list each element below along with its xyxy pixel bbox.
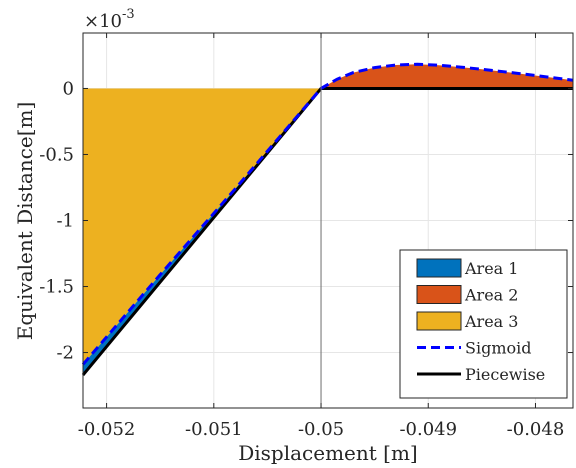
- y-tick-label-3: -1.5: [39, 277, 74, 298]
- y-tick-label-2: -1: [56, 211, 74, 232]
- y-ticks: 0 -0.5 -1 -1.5 -2: [39, 78, 573, 364]
- legend-swatch-area-2: [416, 285, 462, 304]
- y-exponent-label: ×10-3: [84, 7, 135, 32]
- legend-swatch-area-3: [416, 311, 462, 331]
- y-tick-label-4: -2: [56, 343, 74, 364]
- x-tick-label-2: -0.05: [298, 419, 344, 440]
- area-2-fill: [321, 64, 573, 89]
- legend-swatch-area-1: [416, 258, 462, 278]
- legend: Area 1 Area 2 Area 3 Sigmoid Piecewise: [399, 249, 568, 399]
- y-tick-label-0: 0: [63, 78, 74, 99]
- x-tick-label-4: -0.048: [507, 419, 565, 440]
- x-tick-label-3: -0.049: [399, 419, 457, 440]
- sigmoid-line: [81, 62, 574, 366]
- x-tick-label-0: -0.052: [78, 419, 136, 440]
- x-axis-label: Displacement [m]: [238, 441, 418, 465]
- y-axis-label: Equivalent Distance[m]: [13, 102, 37, 341]
- legend-label-piecewise: Piecewise: [465, 365, 545, 384]
- x-tick-label-1: -0.051: [185, 419, 243, 440]
- y-tick-label-1: -0.5: [39, 144, 74, 165]
- x-ticks: -0.052 -0.051 -0.05 -0.049 -0.048: [78, 33, 565, 440]
- legend-label-area-2: Area 2: [464, 286, 518, 305]
- legend-label-area-3: Area 3: [464, 312, 518, 331]
- legend-label-sigmoid: Sigmoid: [465, 339, 531, 358]
- legend-label-area-1: Area 1: [464, 259, 518, 278]
